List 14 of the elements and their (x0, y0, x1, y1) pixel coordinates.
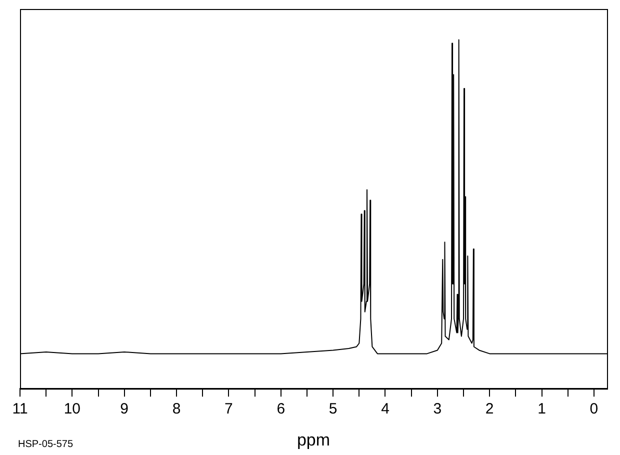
x-tick-label: 0 (590, 400, 598, 418)
x-tick-label: 6 (276, 400, 286, 418)
x-tick-label: 3 (433, 400, 442, 418)
text: HSP-05-575 (18, 439, 74, 450)
x-tick-label: 4 (381, 400, 390, 418)
x-tick-label: 2 (485, 400, 494, 418)
x-tick-label: 11 (12, 400, 28, 418)
x-tick-label: 8 (172, 400, 181, 418)
x-tick-label: 5 (328, 400, 338, 418)
x-tick-label: 10 (64, 400, 81, 418)
x-tick-label: 9 (120, 400, 129, 418)
x-tick-label: 7 (224, 400, 233, 418)
x-axis-title: ppm (296, 430, 330, 450)
x-tick-label: 1 (538, 400, 546, 418)
